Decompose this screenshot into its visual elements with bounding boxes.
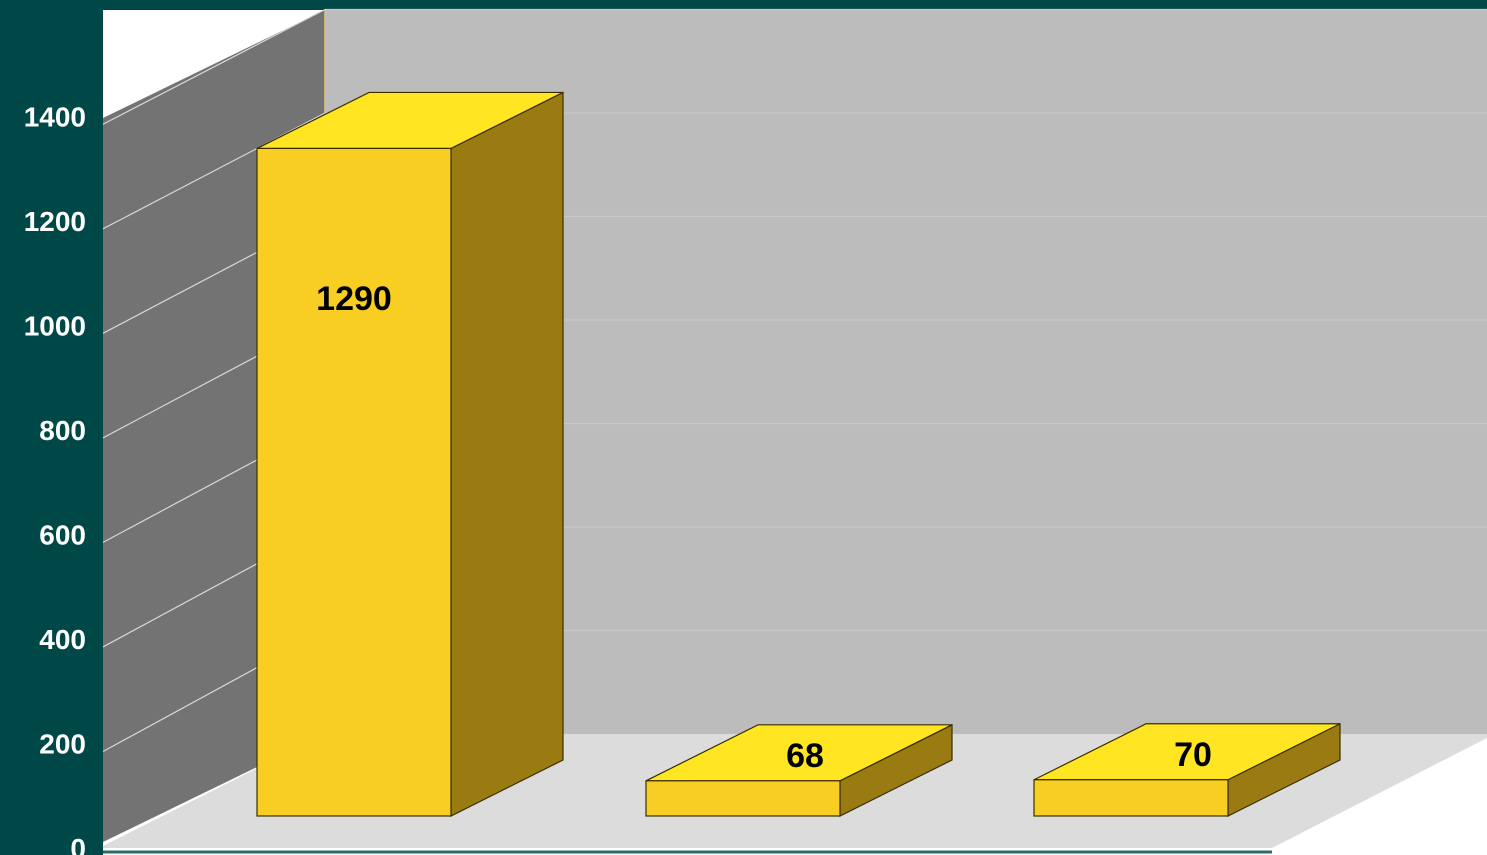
bar-front <box>256 147 452 817</box>
y-axis-ticks: 0 200 400 600 800 1000 1200 1400 <box>24 101 86 855</box>
data-label: 70 <box>1174 736 1212 774</box>
y-tick-label: 1400 <box>24 101 86 132</box>
y-tick-label: 0 <box>70 833 86 855</box>
data-label: 68 <box>786 737 824 775</box>
bars <box>256 91 1341 817</box>
back-wall <box>325 10 1487 734</box>
bar-2 <box>645 723 953 817</box>
y-tick-label: 400 <box>39 624 86 655</box>
y-tick-label: 200 <box>39 728 86 759</box>
y-tick-label: 800 <box>39 415 86 446</box>
bar-side <box>450 91 564 817</box>
y-tick-label: 600 <box>39 519 86 550</box>
bar-1 <box>256 91 564 817</box>
gridline-side-7 <box>102 8 326 125</box>
data-label: 1290 <box>316 280 392 318</box>
y-tick-label: 1200 <box>24 206 86 237</box>
bar-front <box>1033 779 1229 817</box>
data-labels: 1290 68 70 <box>316 280 1212 775</box>
y-tick-label: 1000 <box>24 310 86 341</box>
bar-front <box>645 780 841 817</box>
bar-3 <box>1033 722 1341 817</box>
